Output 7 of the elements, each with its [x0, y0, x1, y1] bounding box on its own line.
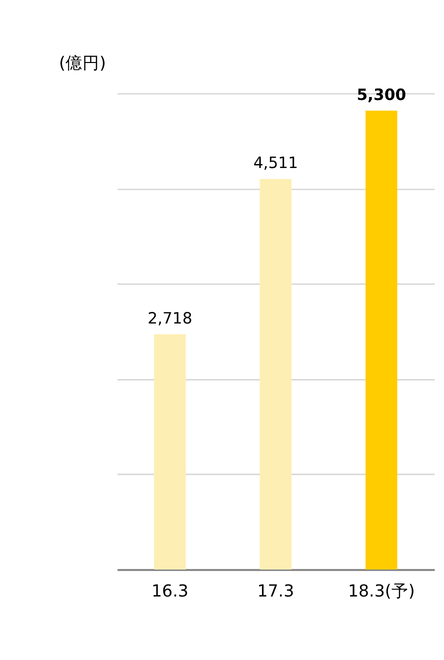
data-label: 2,718: [148, 309, 192, 328]
data-label: 5,300: [356, 86, 406, 104]
data-label: 4,511: [253, 154, 298, 172]
y-axis-title: (億円): [59, 53, 106, 72]
x-tick-label: 17.3: [257, 581, 294, 600]
x-tick-label: 16.3: [151, 581, 188, 600]
x-tick-label: 18.3(予): [348, 581, 415, 600]
